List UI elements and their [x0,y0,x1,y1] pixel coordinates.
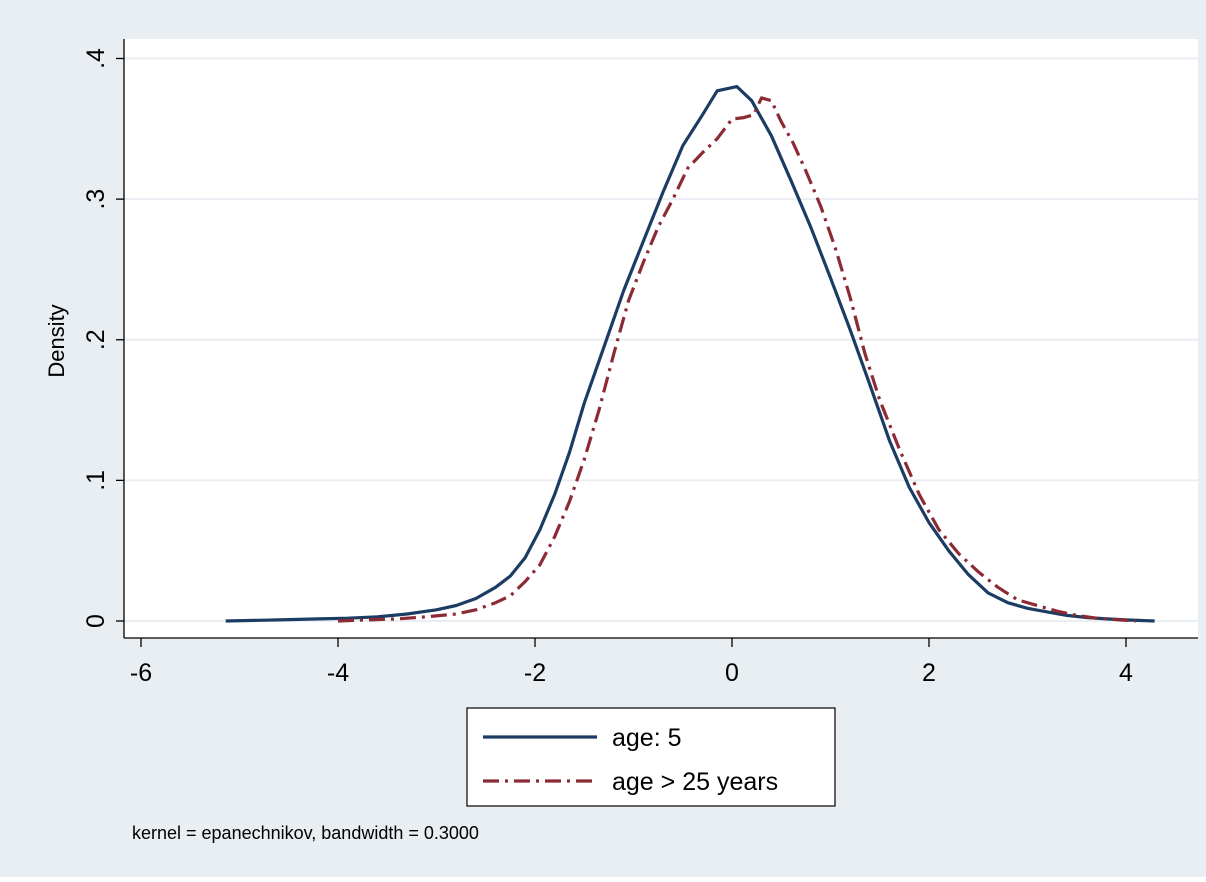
x-tick-label-1: -4 [327,659,349,687]
y-axis-title: Density [44,304,69,377]
x-tick-label-3: 0 [725,659,739,687]
x-tick-label-2: -2 [524,659,546,687]
series-line-1 [225,84,1155,623]
y-tick-label-3: .3 [82,189,110,210]
legend-label-1: age: 5 [612,724,682,752]
legend: age: 5 age > 25 years [466,707,836,807]
legend-box [466,707,836,807]
axes: 0 .1 .2 .3 .4 -6 -4 -2 0 2 4 [82,39,1198,687]
series-line-2 [337,96,1136,623]
series-layer [225,84,1155,623]
y-tick-label-4: .4 [82,48,110,69]
y-tick-label-1: .1 [82,470,110,491]
plot-area [124,39,1198,638]
legend-label-2: age > 25 years [612,768,778,796]
x-tick-label-4: 2 [922,659,936,687]
y-tick-label-2: .2 [82,329,110,350]
x-tick-label-5: 4 [1119,659,1133,687]
y-tick-label-0: 0 [82,614,110,628]
kernel-note: kernel = epanechnikov, bandwidth = 0.300… [132,823,479,843]
x-tick-label-0: -6 [130,659,152,687]
